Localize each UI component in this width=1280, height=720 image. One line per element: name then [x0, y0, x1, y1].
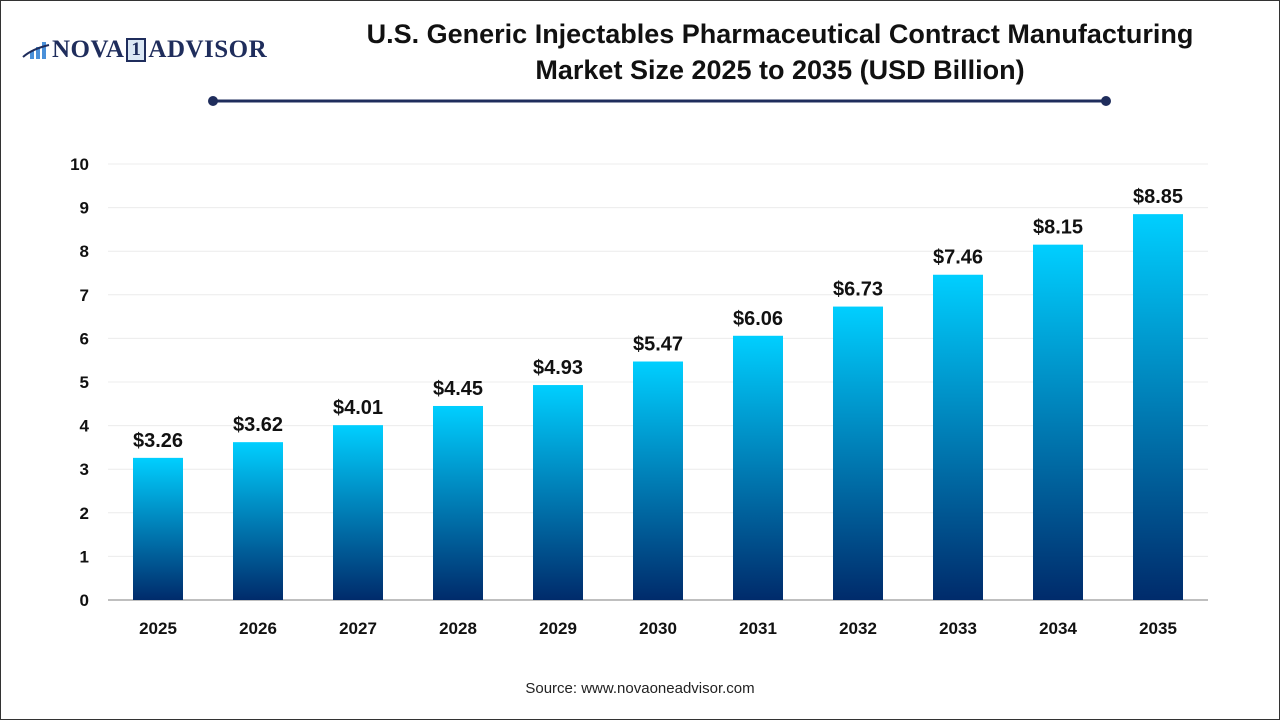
bar-2031 — [733, 335, 783, 600]
data-label: $4.45 — [433, 378, 483, 400]
logo-text-advisor: ADVISOR — [148, 36, 268, 63]
data-label: $8.85 — [1133, 186, 1183, 208]
bar-2035 — [1133, 214, 1183, 600]
x-tick-label: 2025 — [139, 619, 177, 638]
x-tick-label: 2034 — [1039, 619, 1077, 638]
x-tick-label: 2035 — [1139, 619, 1177, 638]
data-label: $3.26 — [133, 430, 183, 452]
y-tick-label: 5 — [80, 373, 89, 392]
y-tick-label: 0 — [80, 591, 89, 610]
bar-2029 — [533, 385, 583, 600]
title-divider — [208, 96, 1111, 106]
x-tick-label: 2028 — [439, 619, 477, 638]
source-note: Source: www.novaoneadvisor.com — [525, 680, 755, 697]
y-tick-label: 8 — [80, 242, 89, 261]
logo-bars-icon — [22, 42, 50, 59]
y-tick-label: 1 — [80, 547, 89, 566]
data-label: $4.01 — [333, 397, 383, 419]
x-tick-label: 2029 — [539, 619, 577, 638]
bar-2030 — [633, 361, 683, 600]
y-tick-label: 6 — [80, 329, 89, 348]
data-label: $8.15 — [1033, 217, 1083, 239]
x-tick-label: 2032 — [839, 619, 877, 638]
y-tick-label: 7 — [80, 286, 89, 305]
bar-2032 — [833, 306, 883, 600]
data-label: $3.62 — [233, 414, 283, 436]
x-tick-label: 2030 — [639, 619, 677, 638]
bar-2027 — [333, 425, 383, 600]
data-label: $7.46 — [933, 247, 983, 269]
bar-2026 — [233, 442, 283, 600]
logo-text-one: 1 — [126, 38, 147, 62]
chart-title-line2: Market Size 2025 to 2035 (USD Billion) — [535, 55, 1025, 85]
bar-2033 — [933, 274, 983, 600]
y-tick-label: 2 — [80, 504, 89, 523]
logo-text-nova: NOVA — [52, 36, 125, 63]
y-tick-label: 9 — [80, 199, 89, 218]
y-tick-label: 10 — [70, 155, 89, 174]
data-label: $6.06 — [733, 308, 783, 330]
y-tick-label: 4 — [80, 417, 90, 436]
x-tick-label: 2031 — [739, 619, 777, 638]
data-label: $5.47 — [633, 334, 683, 356]
y-tick-label: 3 — [80, 460, 89, 479]
bar-2028 — [433, 405, 483, 600]
chart-title-line1: U.S. Generic Injectables Pharmaceutical … — [366, 19, 1194, 49]
data-label: $6.73 — [833, 279, 883, 301]
data-label: $4.93 — [533, 357, 583, 379]
x-tick-label: 2033 — [939, 619, 977, 638]
x-tick-label: 2026 — [239, 619, 277, 638]
chart-title: U.S. Generic Injectables Pharmaceutical … — [300, 16, 1260, 88]
nova-advisor-logo: NOVA 1 ADVISOR — [22, 36, 267, 64]
x-tick-label: 2027 — [339, 619, 377, 638]
bar-2034 — [1033, 244, 1083, 600]
bar-2025 — [133, 457, 183, 600]
